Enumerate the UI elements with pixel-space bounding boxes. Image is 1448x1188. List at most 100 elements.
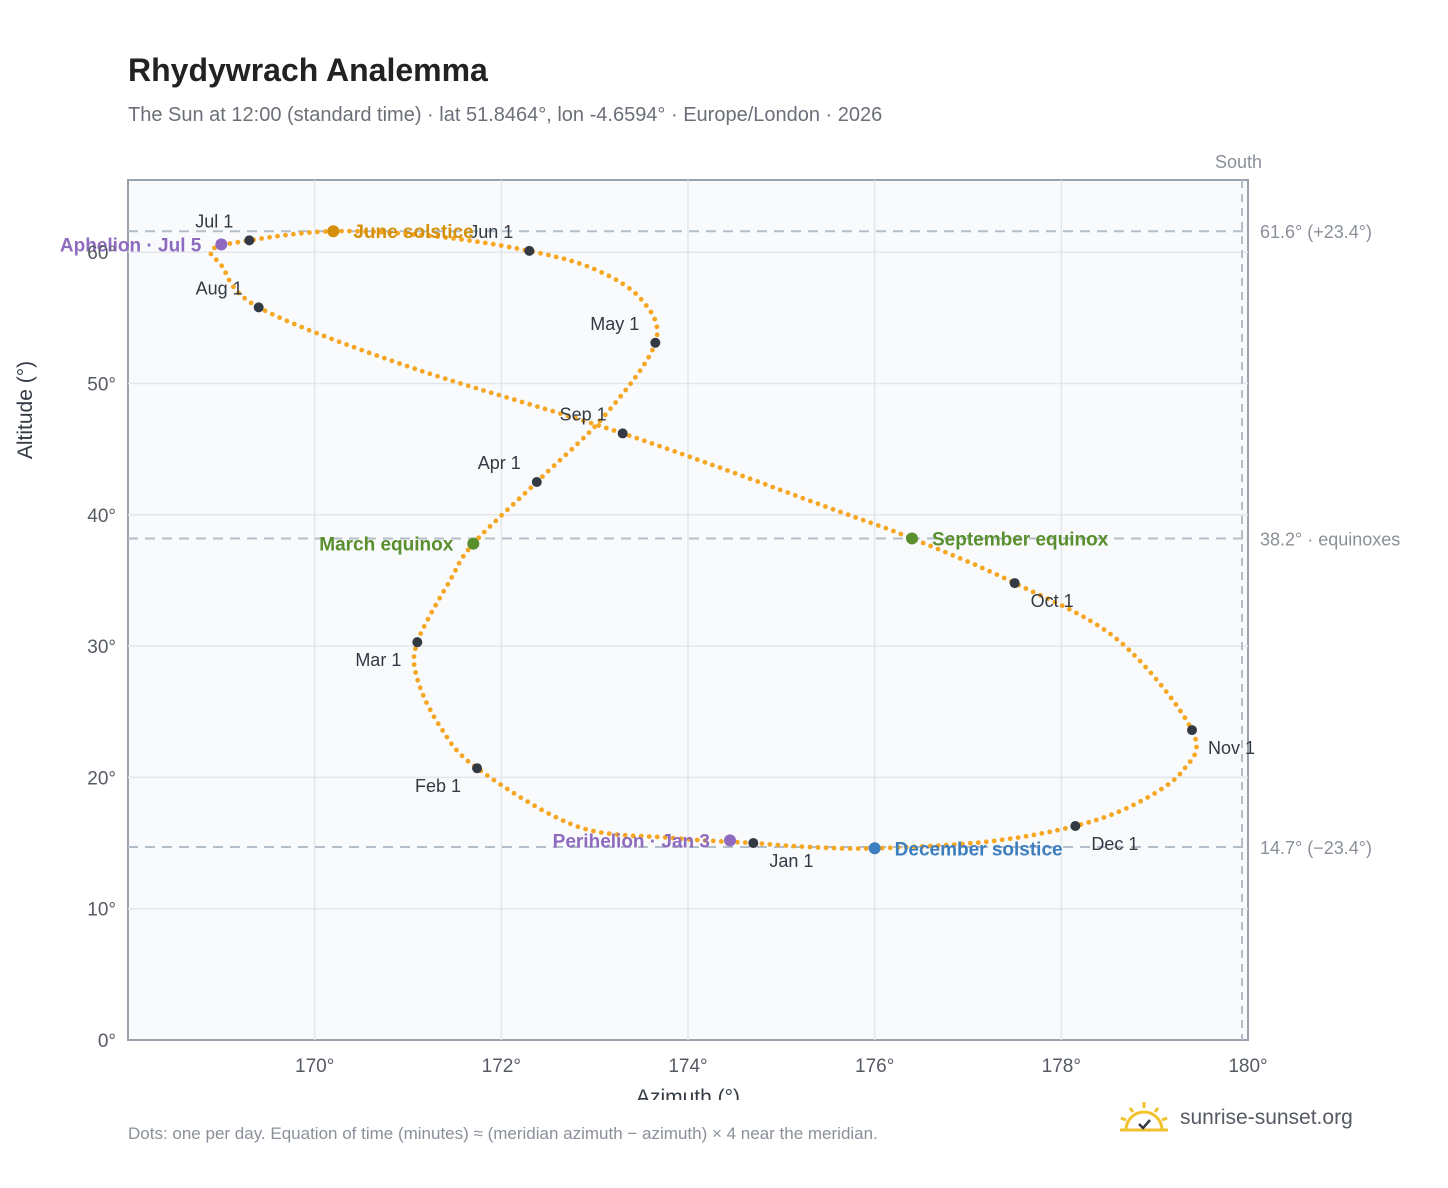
daily-sun-dot	[1116, 809, 1122, 815]
daily-sun-dot	[459, 753, 465, 759]
daily-sun-dot	[895, 845, 901, 850]
daily-sun-dot	[783, 843, 789, 848]
daily-sun-dot	[1171, 777, 1177, 782]
daily-sun-dot	[1023, 833, 1029, 839]
daily-sun-dot	[614, 832, 620, 837]
daily-sun-dot	[437, 595, 443, 601]
daily-sun-dot	[598, 830, 604, 835]
daily-sun-dot	[453, 567, 458, 573]
month-marker-label: Apr 1	[478, 453, 521, 473]
daily-sun-dot	[374, 353, 380, 358]
daily-sun-dot	[323, 229, 328, 234]
daily-sun-dot	[623, 387, 629, 393]
month-marker-label: Dec 1	[1091, 834, 1138, 854]
daily-sun-dot	[411, 654, 417, 659]
daily-sun-dot	[242, 295, 248, 301]
chart-subtitle: The Sun at 12:00 (standard time) · lat 5…	[128, 104, 883, 126]
y-tick-label: 10°	[87, 900, 116, 921]
daily-sun-dot	[235, 239, 241, 245]
daily-sun-dot	[413, 670, 418, 675]
daily-sun-dot	[979, 565, 985, 571]
daily-sun-dot	[1126, 647, 1132, 653]
daily-sun-dot	[359, 347, 365, 353]
reference-line-label: 61.6° (+23.4°)	[1260, 222, 1372, 242]
daily-sun-dot	[291, 231, 296, 237]
daily-sun-dot	[1066, 606, 1072, 612]
daily-sun-dot	[1137, 658, 1143, 664]
daily-sun-dot	[329, 336, 334, 342]
event-marker-label: December solstice	[895, 839, 1063, 860]
daily-sun-dot	[863, 846, 869, 851]
daily-sun-dot	[638, 833, 644, 839]
daily-sun-dot	[1059, 603, 1065, 609]
daily-sun-dot	[431, 714, 437, 720]
daily-sun-dot	[654, 834, 660, 840]
daily-sun-dot	[395, 230, 400, 236]
daily-sun-dot	[433, 602, 439, 608]
daily-sun-dot	[652, 316, 658, 322]
daily-sun-dot	[679, 451, 685, 457]
reference-lines: 61.6° (+23.4°) 38.2° · equinoxes 14.7° (−2…	[128, 180, 1400, 1040]
daily-sun-dot	[767, 842, 773, 847]
daily-sun-dot	[975, 840, 981, 845]
daily-sun-dot	[339, 228, 344, 234]
daily-sun-dot	[1108, 631, 1113, 637]
y-tick-label: 50°	[87, 375, 116, 396]
daily-sun-dot	[496, 392, 502, 398]
month-marker-dot	[244, 235, 255, 246]
daily-sun-dot	[875, 523, 881, 528]
event-marker-dot	[868, 842, 881, 855]
daily-sun-dot	[637, 368, 643, 374]
daily-sun-dot	[525, 799, 531, 805]
daily-sun-dot	[638, 296, 644, 302]
month-marker-dot	[531, 476, 542, 487]
brand-name: sunrise-sunset.org	[1180, 1106, 1353, 1129]
event-marker-dot	[467, 537, 480, 550]
daily-sun-dot	[1178, 708, 1183, 714]
daily-sun-dot	[213, 257, 219, 263]
daily-sun-dot	[557, 457, 563, 463]
daily-sun-dot	[1001, 575, 1007, 581]
daily-sun-dot	[1088, 618, 1093, 624]
daily-sun-dot	[710, 838, 716, 844]
event-marker-label: Aphelion · Jul 5	[60, 235, 202, 256]
daily-sun-dot	[491, 777, 497, 783]
daily-sun-dot	[445, 582, 451, 587]
x-axis-label: Azimuth (°)	[636, 1086, 740, 1100]
daily-sun-dot	[1152, 791, 1157, 796]
daily-sun-dot	[467, 238, 472, 243]
daily-sun-dot	[275, 233, 280, 239]
daily-sun-dot	[987, 568, 992, 574]
daily-sun-dot	[553, 254, 559, 260]
daily-sun-dot	[488, 390, 494, 396]
daily-sun-dot	[411, 662, 417, 667]
daily-sun-dot	[759, 841, 765, 847]
daily-sun-dot	[999, 837, 1005, 843]
daily-sun-dot	[903, 844, 909, 850]
daily-sun-dot	[450, 378, 456, 384]
month-marker-label: Feb 1	[415, 776, 461, 796]
y-tick-label: 30°	[87, 637, 116, 658]
brand-logo[interactable]: sunrise-sunset.org	[1118, 1100, 1353, 1136]
daily-sun-dot	[269, 311, 275, 317]
daily-sun-dot	[694, 837, 700, 843]
daily-sun-dot	[435, 721, 441, 727]
daily-sun-dot	[504, 395, 509, 400]
daily-sun-dot	[599, 270, 605, 275]
daily-sun-dot	[650, 347, 655, 353]
daily-sun-dot	[943, 842, 949, 848]
daily-sun-dot	[553, 814, 559, 820]
daily-sun-dot	[717, 465, 723, 471]
daily-sun-dot	[532, 803, 537, 809]
daily-sun-dot	[498, 243, 504, 248]
daily-sun-dot	[792, 493, 798, 498]
daily-sun-dot	[1086, 819, 1092, 825]
daily-sun-dot	[734, 839, 740, 845]
daily-sun-dot	[642, 438, 647, 444]
daily-sun-dot	[277, 315, 282, 320]
daily-sun-dot	[592, 424, 597, 430]
daily-sun-dot	[565, 413, 571, 419]
daily-sun-dot	[336, 339, 342, 345]
daily-sun-dot	[435, 373, 440, 379]
month-marker-label: Aug 1	[196, 278, 243, 298]
